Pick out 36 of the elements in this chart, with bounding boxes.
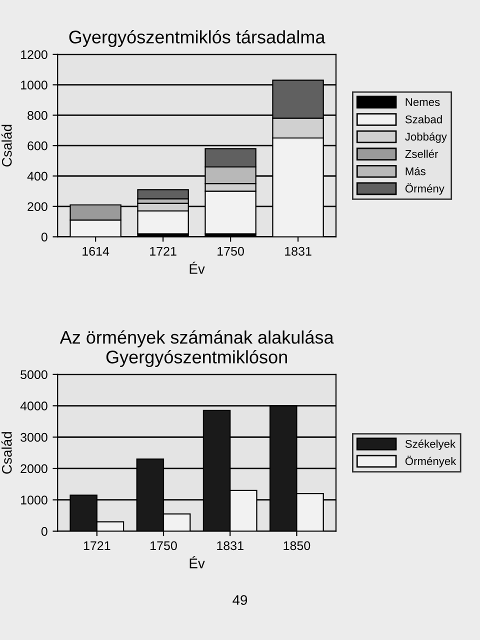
x-tick-label: 1831 xyxy=(285,246,312,256)
y-tick-label: 1200 xyxy=(21,50,48,60)
legend-label: Jobbágy xyxy=(405,132,447,143)
x-axis-title: Év xyxy=(190,262,205,274)
x-tick-label: 1721 xyxy=(150,246,176,256)
y-tick-label: 4000 xyxy=(20,402,48,410)
x-tick-label: 1721 xyxy=(84,541,110,550)
y-tick-label: 1000 xyxy=(21,496,48,504)
x-tick-label: 1750 xyxy=(218,246,244,256)
x-tick-label: 1750 xyxy=(150,541,177,550)
y-tick-label: 2000 xyxy=(20,464,48,474)
chart-title: Az örmények számának alakulása Gyergyószentmiklóson xyxy=(60,330,334,368)
x-tick-label: 1850 xyxy=(284,541,310,550)
y-axis-title: Család xyxy=(1,432,12,474)
y-axis-title: Család xyxy=(1,124,12,167)
y-tick-label: 200 xyxy=(28,202,48,212)
text: 49 xyxy=(232,595,248,605)
x-tick-label: 1831 xyxy=(217,541,244,550)
y-tick-label: 400 xyxy=(27,172,48,181)
y-tick-label: 0 xyxy=(41,232,48,242)
legend-label: Szabad xyxy=(405,115,442,124)
y-tick-label: 5000 xyxy=(20,370,48,380)
x-axis-title: Év xyxy=(190,556,205,568)
chart-title: Gyergyószentmiklós társadalma xyxy=(69,30,326,48)
y-tick-label: 600 xyxy=(28,141,48,150)
x-tick-label: 1614 xyxy=(82,246,110,256)
y-tick-label: 800 xyxy=(28,111,48,120)
y-tick-label: 3000 xyxy=(20,432,48,442)
legend-label: Örmény xyxy=(405,183,444,195)
y-tick-label: 1000 xyxy=(21,80,48,90)
legend-label: Nemes xyxy=(406,98,440,106)
legend-label: Székelyek xyxy=(405,440,456,450)
legend-label: Zsellér xyxy=(405,150,438,158)
y-tick-label: 0 xyxy=(41,527,48,536)
legend-label: Más xyxy=(406,166,426,176)
legend-label: Örmények xyxy=(405,456,456,468)
